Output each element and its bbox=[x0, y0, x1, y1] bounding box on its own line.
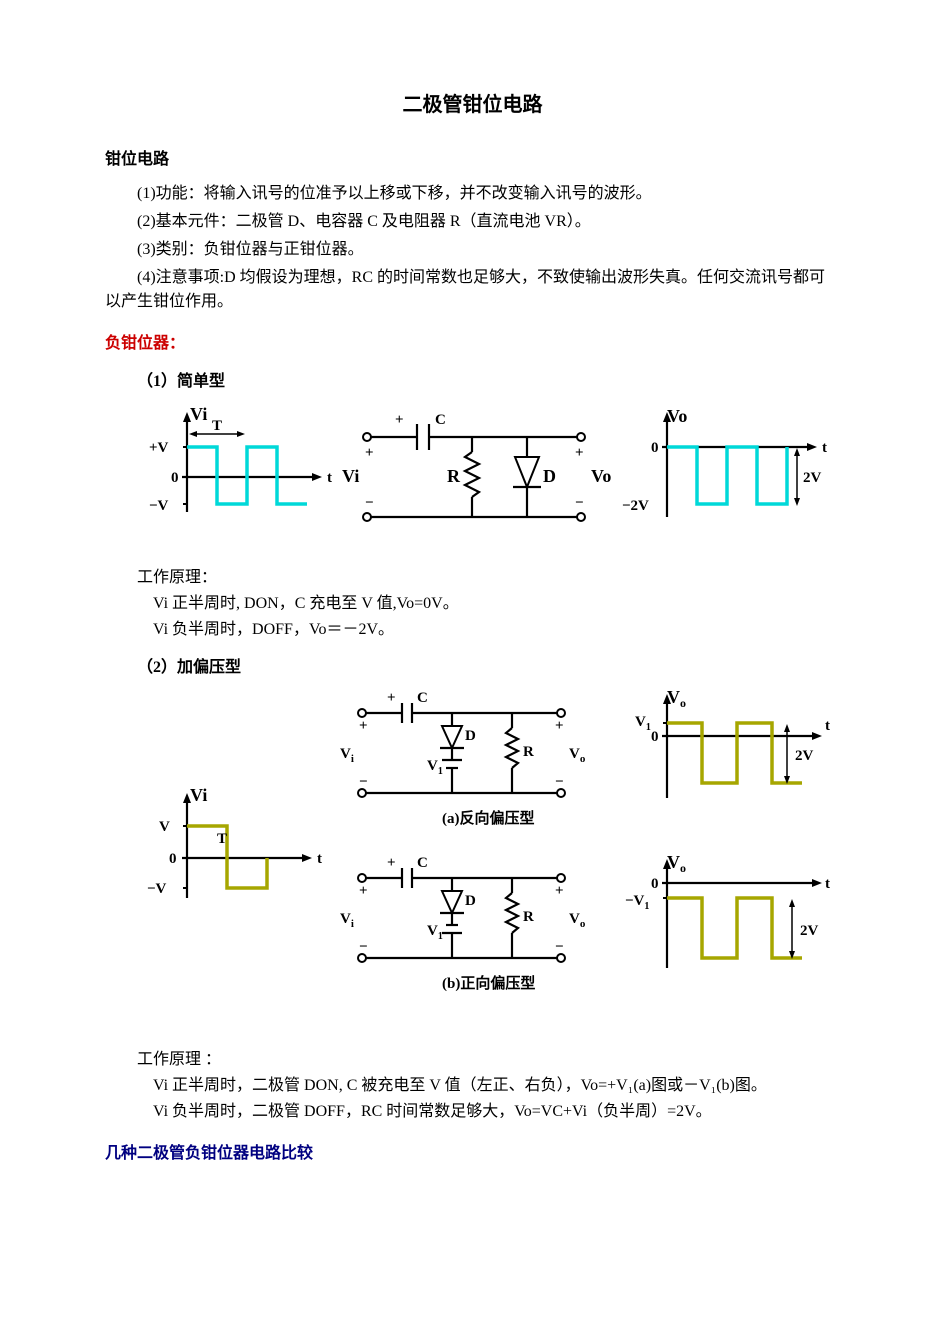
label-plus-b: + bbox=[387, 855, 396, 871]
label-vo-out: Vo bbox=[667, 406, 687, 426]
label-minus-b3: − bbox=[555, 939, 564, 955]
label-d: D bbox=[543, 466, 556, 486]
subheading-simple: （1）简单型 bbox=[137, 370, 840, 394]
label-c-b: C bbox=[417, 855, 428, 871]
para-notes: (4)注意事项:D 均假设为理想，RC 的时间常数也足够大，不致使输出波形失真。… bbox=[105, 266, 840, 314]
label-t-1: t bbox=[327, 470, 332, 486]
label-v1-out-a: V1 bbox=[635, 714, 651, 733]
label-vi-circuit: Vi bbox=[342, 466, 359, 486]
label-zero-1: 0 bbox=[171, 470, 179, 486]
subheading-biased: （2）加偏压型 bbox=[137, 656, 840, 680]
label-vo-a: Vo bbox=[667, 688, 686, 710]
label-zero-out-b: 0 bbox=[651, 876, 659, 892]
principle-label-1: 工作原理： bbox=[137, 566, 840, 590]
label-plus-b3: + bbox=[555, 883, 564, 899]
label-minus-2v: −2V bbox=[622, 498, 649, 514]
label-r: R bbox=[447, 466, 461, 486]
label-plus-a2: + bbox=[359, 718, 368, 734]
label-t-b: t bbox=[317, 851, 322, 867]
para-func: (1)功能：将输入讯号的位准予以上移或下移，并不改变输入讯号的波形。 bbox=[105, 182, 840, 206]
heading-clamp-circuit: 钳位电路 bbox=[105, 148, 840, 172]
label-r-a: R bbox=[523, 744, 534, 760]
label-vi-b: Vi bbox=[190, 785, 207, 805]
label-minus-v1-b: −V1 bbox=[625, 893, 649, 912]
principle-line-2: Vi 负半周时，DOFF，Vo＝－2V。 bbox=[153, 618, 840, 642]
heading-negative-clamper: 负钳位器： bbox=[105, 332, 840, 356]
label-minus-a3: − bbox=[555, 774, 564, 790]
label-plus-v: +V bbox=[149, 440, 169, 456]
caption-a: (a)反向偏压型 bbox=[442, 809, 535, 827]
para-types: (3)类别：负钳位器与正钳位器。 bbox=[105, 238, 840, 262]
label-plus-a: + bbox=[387, 690, 396, 706]
caption-b: (b)正向偏压型 bbox=[442, 974, 535, 992]
diagram-biased-clamper: Vi V 0 −V t T bbox=[137, 688, 840, 1026]
diagram-simple-clamper: Vi +V 0 −V t T bbox=[137, 402, 840, 560]
label-t-out-b: t bbox=[825, 876, 830, 892]
label-vo-b-circ: Vo bbox=[569, 911, 586, 930]
label-t-out: t bbox=[822, 440, 827, 456]
label-v-b: V bbox=[159, 819, 170, 835]
label-minus-b2: − bbox=[359, 939, 368, 955]
heading-comparison: 几种二极管负钳位器电路比较 bbox=[105, 1142, 840, 1166]
label-plus-1: + bbox=[395, 412, 404, 428]
label-minus-a2: − bbox=[359, 774, 368, 790]
label-c-a: C bbox=[417, 690, 428, 706]
label-zero-out-a: 0 bbox=[651, 729, 659, 745]
label-vo-circuit: Vo bbox=[591, 466, 611, 486]
label-plus-out: + bbox=[575, 445, 584, 461]
label-period-t: T bbox=[212, 418, 222, 434]
label-2v-anno: 2V bbox=[803, 470, 822, 486]
label-2v-a: 2V bbox=[795, 748, 814, 764]
label-vi: Vi bbox=[190, 404, 207, 424]
para-components: (2)基本元件：二极管 D、电容器 C 及电阻器 R（直流电池 VR）。 bbox=[105, 210, 840, 234]
doc-title: 二极管钳位电路 bbox=[105, 90, 840, 120]
principle-line-4: Vi 负半周时，二极管 DOFF，RC 时间常数足够大，Vo=VC+Vi（负半周… bbox=[153, 1100, 840, 1124]
label-vi-b-circ: Vi bbox=[340, 911, 354, 930]
label-plus-b2: + bbox=[359, 883, 368, 899]
label-minus-v: −V bbox=[149, 498, 169, 514]
label-vo-b-out: Vo bbox=[667, 852, 686, 875]
label-vi-a-circ: Vi bbox=[340, 746, 354, 765]
label-minus-out: − bbox=[575, 495, 584, 511]
label-c: C bbox=[435, 412, 446, 428]
principle-line-1: Vi 正半周时, DON，C 充电至 V 值,Vo=0V。 bbox=[153, 592, 840, 616]
label-plus-in: + bbox=[365, 445, 374, 461]
label-minus-v-b: −V bbox=[147, 881, 167, 897]
label-r-b: R bbox=[523, 909, 534, 925]
label-zero-b: 0 bbox=[169, 851, 177, 867]
label-t-out-a: t bbox=[825, 718, 830, 734]
label-plus-a3: + bbox=[555, 718, 564, 734]
label-v1-a: V1 bbox=[427, 758, 443, 777]
label-v1-b: V1 bbox=[427, 923, 443, 942]
label-vo-a-circ: Vo bbox=[569, 746, 586, 765]
label-minus-in: − bbox=[365, 495, 374, 511]
label-d-a: D bbox=[465, 728, 476, 744]
principle-line-3: Vi 正半周时，二极管 DON, C 被充电至 V 值（左正、右负），Vo=+V… bbox=[153, 1074, 840, 1098]
label-zero-out: 0 bbox=[651, 440, 659, 456]
label-period-t-b: T bbox=[217, 831, 227, 847]
label-2v-b: 2V bbox=[800, 923, 819, 939]
principle-label-2: 工作原理 ： bbox=[137, 1048, 840, 1072]
label-d-b: D bbox=[465, 893, 476, 909]
